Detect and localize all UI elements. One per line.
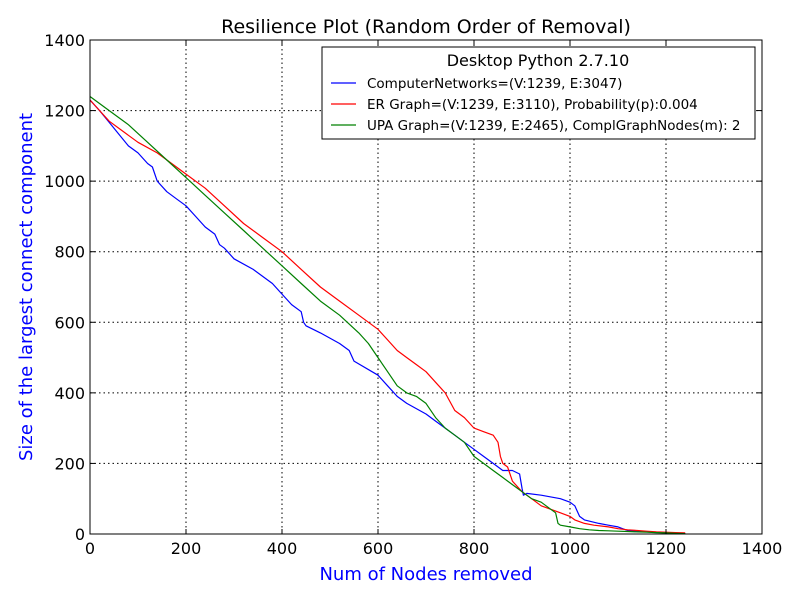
- series-group: [89, 96, 686, 535]
- x-tick-label: 400: [267, 539, 298, 558]
- legend-box: [321, 46, 756, 140]
- y-tick-label: 400: [54, 384, 85, 403]
- legend-entries: ComputerNetworks=(V:1239, E:3047) ER Grap…: [331, 76, 741, 134]
- y-tick-label: 1200: [44, 102, 85, 121]
- y-tick-label: 200: [54, 454, 85, 473]
- chart-title: Resilience Plot (Random Order of Removal…: [221, 16, 631, 38]
- y-tick-label: 800: [54, 243, 85, 262]
- y-axis-ticks: 0 200 400 600 800 1000 1200 1400: [44, 31, 762, 544]
- legend-label-2: UPA Graph=(V:1239, E:2465), ComplGraphNo…: [367, 118, 741, 134]
- legend: Desktop Python 2.7.10 ComputerNetworks=(…: [321, 46, 756, 140]
- x-tick-label: 600: [363, 539, 394, 558]
- legend-label-0: ComputerNetworks=(V:1239, E:3047): [367, 76, 622, 92]
- plot-frame: [89, 39, 763, 535]
- x-tick-label: 1200: [646, 539, 687, 558]
- x-tick-label: 200: [171, 539, 202, 558]
- x-tick-label: 0: [85, 539, 95, 558]
- series-line-1: [89, 99, 686, 534]
- y-axis-label: Size of the largest connect component: [16, 113, 37, 461]
- y-tick-label: 1400: [44, 31, 85, 50]
- y-tick-label: 1000: [44, 172, 85, 191]
- x-axis-ticks: 0 200 400 600 800 1000 1200 1400: [85, 40, 782, 558]
- x-axis-label: Num of Nodes removed: [319, 564, 532, 585]
- x-tick-label: 1000: [550, 539, 591, 558]
- y-tick-label: 0: [75, 525, 85, 544]
- y-tick-label: 600: [54, 313, 85, 332]
- series-line-2: [89, 96, 686, 535]
- x-tick-label: 1400: [742, 539, 783, 558]
- legend-title: Desktop Python 2.7.10: [447, 51, 630, 70]
- x-tick-label: 800: [459, 539, 490, 558]
- series-line-0: [89, 99, 686, 535]
- legend-label-1: ER Graph=(V:1239, E:3110), Probability(p…: [367, 97, 698, 113]
